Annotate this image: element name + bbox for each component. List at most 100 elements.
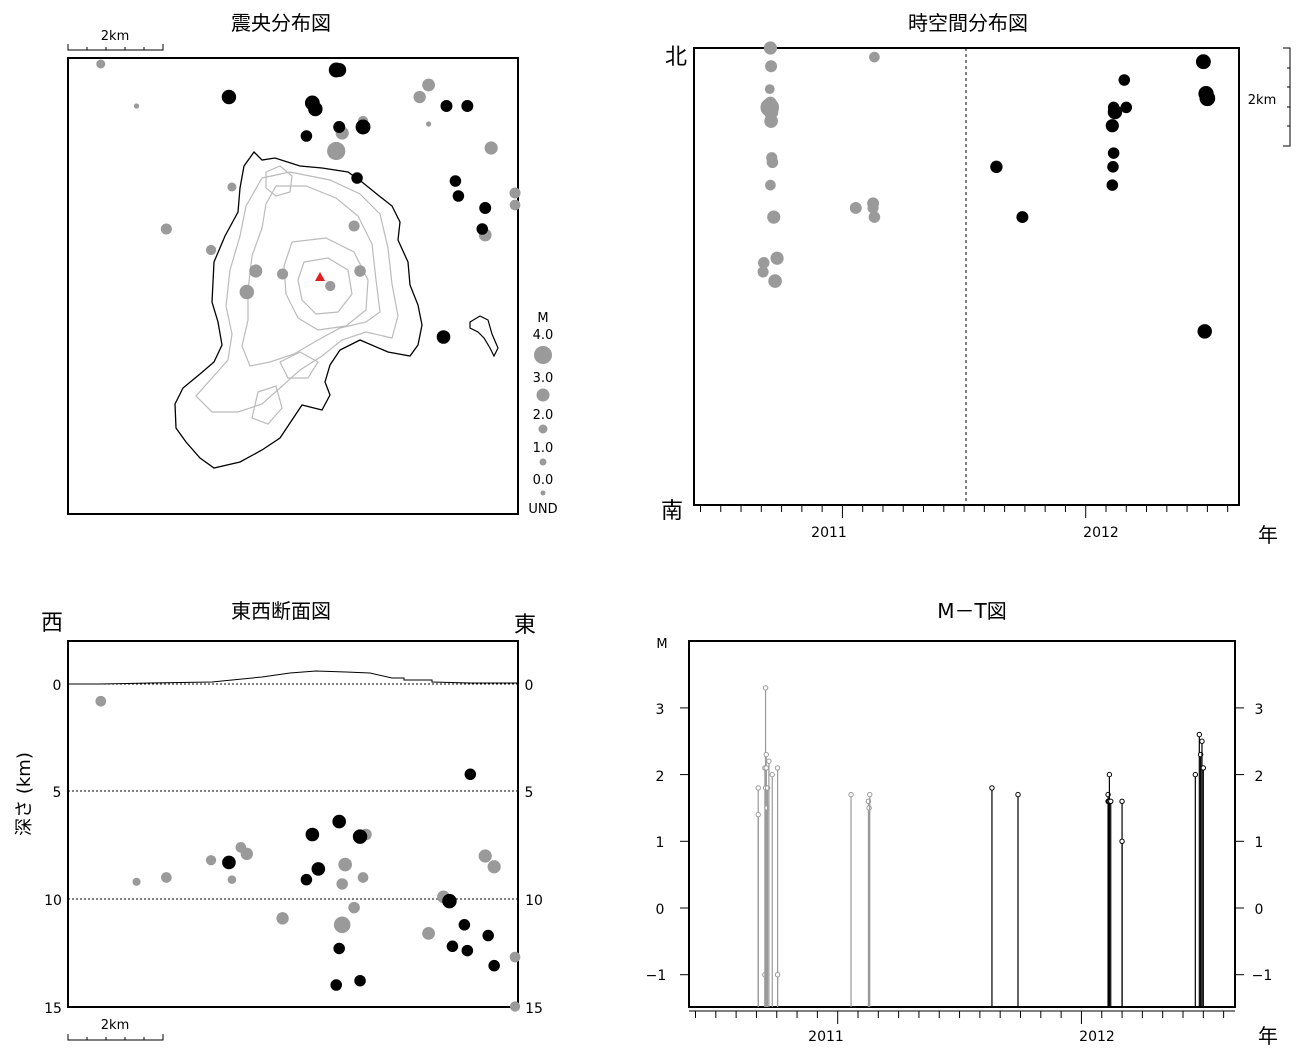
mt-stem-head-older-1: [755, 811, 761, 818]
topography-profile: [68, 670, 518, 685]
section-point-recent-5: [352, 829, 368, 844]
epicenter-point-recent-10: [351, 172, 363, 184]
section-point-older-8: [336, 878, 348, 890]
epicenter-point-recent-7: [333, 121, 346, 133]
section-point-older-17: [487, 860, 501, 874]
depth-tick-right-10: 10: [525, 893, 543, 909]
spacetime-point-older-17: [770, 251, 784, 265]
epicenter-point-older-8: [484, 141, 498, 155]
island-coastline: [174, 150, 423, 469]
epicenter-point-older-13: [227, 182, 237, 192]
section-point-older-2: [161, 872, 172, 883]
epicenter-point-older-17: [277, 268, 289, 280]
mt-frame: [688, 640, 1236, 1008]
mt-tick-left-2: 2: [656, 769, 665, 785]
epicenter-point-older-0: [96, 59, 106, 69]
legend-label-2: 2.0: [533, 408, 554, 423]
mt-stem-head-recent-10: [1192, 771, 1199, 778]
mt-tick-right-2: 2: [1255, 769, 1264, 785]
spacetime-point-older-11: [849, 201, 862, 214]
island-map: [174, 150, 499, 469]
epicenter-point-recent-12: [452, 190, 465, 202]
spacetime-point-recent-13: [1197, 324, 1212, 339]
mt-stem-head-recent-7: [1108, 798, 1114, 804]
mt-tick-right-0: 0: [1255, 902, 1264, 918]
spacetime-panel: 時空間分布図 北 南 2km 2011 2012 年: [661, 11, 1291, 547]
epicenter-point-recent-14: [476, 223, 488, 235]
epicenter-point-older-18: [354, 265, 366, 277]
spacetime-point-recent-4: [1107, 104, 1123, 120]
legend-marker-3: [536, 388, 550, 402]
mt-year-2012: 2012: [1079, 1029, 1115, 1045]
legend-marker-4: [534, 346, 552, 364]
epicenter-points: [96, 59, 521, 344]
mt-tick-right-3: 3: [1255, 702, 1264, 718]
depth-tick-right-15: 15: [525, 1001, 543, 1017]
epicenter-point-recent-1: [328, 62, 344, 78]
summit-crater-marker: [315, 272, 325, 281]
spacetime-point-older-0: [763, 41, 778, 55]
mt-stem-head-older-10: [766, 758, 772, 764]
mt-tick-left-3: 3: [656, 702, 665, 718]
mt-axes: [680, 707, 1244, 1024]
section-point-older-16: [478, 849, 492, 863]
spacetime-title: 時空間分布図: [908, 11, 1028, 35]
depth-gridlines: [68, 683, 518, 900]
section-point-recent-7: [330, 979, 342, 991]
section-point-older-0: [95, 695, 107, 707]
section-point-recent-12: [458, 919, 471, 931]
spacetime-point-recent-9: [1120, 101, 1133, 114]
depth-axis-label: 深さ (km): [14, 752, 35, 836]
section-point-recent-11: [461, 944, 474, 957]
mt-panel: M－T図 M 3 2 1 0 −1 3 2 1 0 −1 2011 2012 年: [646, 599, 1278, 1048]
spacetime-point-older-9: [765, 179, 776, 191]
depth-tick-right-0: 0: [525, 678, 534, 694]
epicenter-point-older-7: [425, 121, 432, 127]
islet: [469, 315, 499, 358]
spacetime-point-recent-5: [1107, 147, 1120, 159]
epicenter-scale-bar: [67, 44, 164, 51]
spacetime-point-older-16: [757, 266, 769, 278]
spacetime-scale-label: 2km: [1248, 93, 1276, 108]
mt-stem-head-older-5: [762, 685, 769, 691]
spacetime-point-older-2: [764, 84, 775, 95]
epicenter-point-recent-8: [355, 119, 371, 135]
section-point-older-7: [276, 912, 289, 925]
section-point-older-18: [509, 951, 521, 963]
legend-marker-2: [538, 424, 548, 434]
mt-stem-head-recent-8: [1119, 798, 1125, 804]
spacetime-point-older-6: [764, 114, 778, 128]
epicenter-point-recent-15: [436, 330, 451, 344]
epicenter-scale-label: 2km: [101, 29, 129, 44]
section-point-recent-4: [332, 814, 347, 829]
north-label: 北: [665, 45, 687, 70]
section-point-older-12: [357, 872, 369, 883]
mt-stem-head-recent-14: [1200, 765, 1207, 771]
section-point-older-19: [509, 1001, 521, 1012]
section-point-older-3: [205, 855, 217, 866]
mt-tick-left-0: 0: [656, 902, 665, 918]
spacetime-point-older-19: [869, 51, 880, 63]
section-point-older-14: [422, 927, 435, 940]
epicenter-point-recent-4: [308, 101, 323, 117]
epicenter-point-older-3: [327, 141, 346, 161]
section-panel: 東西断面図 西 東 深さ (km) 0 5 10 15 0 5 10 15 2k…: [14, 599, 543, 1041]
depth-tick-left-15: 15: [44, 1001, 62, 1017]
mt-stem-head-recent-9: [1119, 838, 1125, 844]
epicenter-point-recent-11: [449, 175, 462, 187]
spacetime-year-unit: 年: [1258, 523, 1278, 547]
epicenter-point-recent-5: [440, 100, 453, 112]
mt-ylabel: M: [656, 637, 667, 652]
section-frame: [67, 640, 519, 1008]
mt-tick-left-1: 1: [656, 835, 665, 851]
epicenter-point-older-1: [133, 103, 140, 109]
epicenter-point-older-10: [509, 199, 521, 211]
east-label: 東: [514, 613, 536, 638]
spacetime-time-axis: [694, 504, 1239, 518]
spacetime-year-2011: 2011: [811, 525, 847, 541]
legend-label-3: 3.0: [533, 371, 554, 386]
section-point-recent-1: [305, 827, 320, 842]
spacetime-point-recent-8: [1118, 74, 1131, 86]
mt-stem-head-older-14: [848, 791, 854, 798]
